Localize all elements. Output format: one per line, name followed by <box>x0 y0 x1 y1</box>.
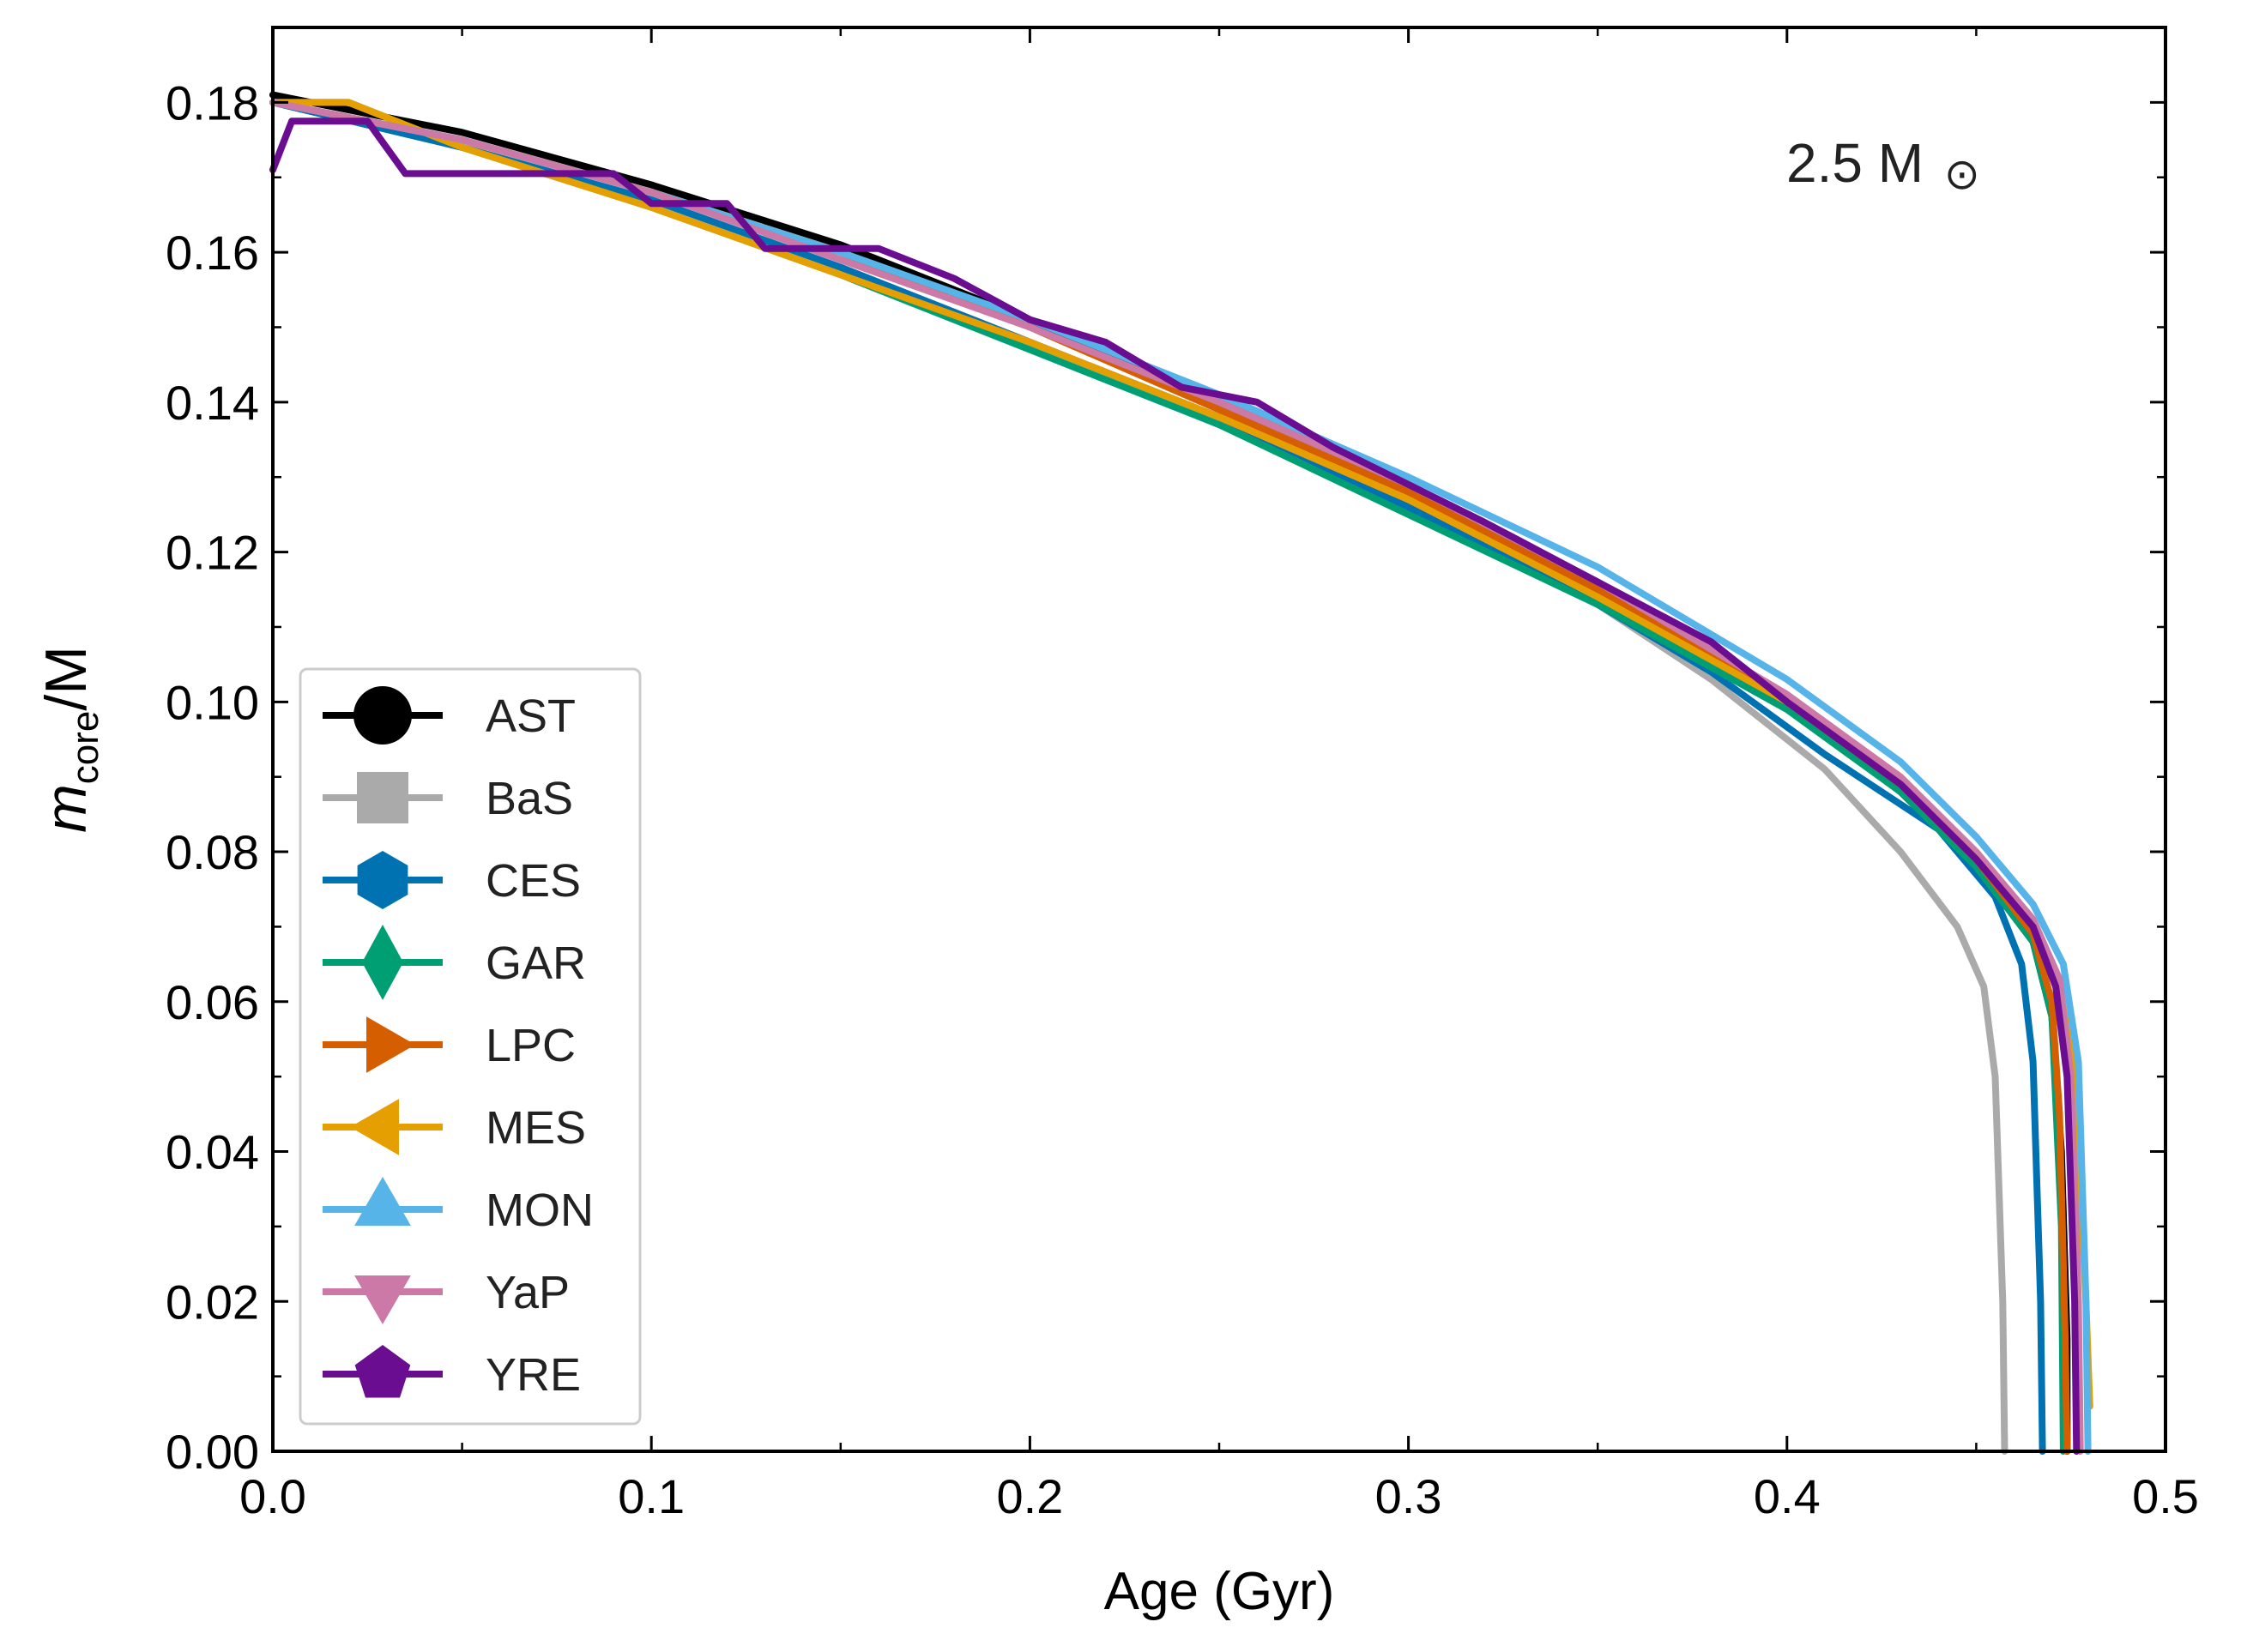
y-axis-title: mcore/M <box>33 646 106 833</box>
y-tick-label: 0.00 <box>166 1425 259 1479</box>
mass-annotation-text: 2.5 M <box>1786 132 1924 194</box>
legend-marker-circle-icon <box>353 686 412 745</box>
y-tick-label: 0.12 <box>166 526 259 580</box>
legend: AST BaS CES GAR LPC MES MON YaP YRE <box>299 667 642 1426</box>
y-tick-label: 0.02 <box>166 1275 259 1329</box>
x-tick-label: 0.2 <box>996 1469 1063 1523</box>
x-tick-label: 0.5 <box>2132 1469 2199 1523</box>
legend-item-bas: BaS <box>323 772 573 824</box>
x-tick-label: 0.1 <box>618 1469 685 1523</box>
legend-item-yap: YaP <box>323 1267 570 1324</box>
series-line-yre <box>269 118 2081 1455</box>
legend-marker-triangle-up-icon <box>354 1177 411 1226</box>
legend-marker-triangle-down-icon <box>354 1275 411 1324</box>
legend-label: YaP <box>486 1267 570 1318</box>
legend-label: YRE <box>486 1349 581 1401</box>
y-tick-label: 0.18 <box>166 75 259 130</box>
legend-item-gar: GAR <box>323 925 586 1000</box>
legend-marker-triangle-right-icon <box>366 1016 415 1073</box>
y-tick-label: 0.14 <box>166 376 259 430</box>
x-tick-label: 0.4 <box>1754 1469 1821 1523</box>
legend-label: MON <box>486 1185 594 1236</box>
legend-items: AST BaS CES GAR LPC MES MON YaP YRE <box>323 686 594 1401</box>
legend-marker-square-icon <box>357 772 408 823</box>
legend-item-ces: CES <box>323 851 581 909</box>
y-tick-label: 0.04 <box>166 1125 259 1179</box>
x-tick-label: 0.0 <box>239 1469 306 1523</box>
legend-item-yre: YRE <box>323 1345 581 1401</box>
series-layer <box>269 91 2093 1455</box>
y-tick-label: 0.16 <box>166 226 259 280</box>
x-tick-label: 0.3 <box>1375 1469 1442 1523</box>
legend-item-lpc: LPC <box>323 1016 576 1073</box>
legend-item-mes: MES <box>323 1099 586 1155</box>
legend-marker-triangle-left-icon <box>350 1099 399 1155</box>
legend-label: LPC <box>486 1020 576 1071</box>
y-axis-title-subscript: core <box>64 711 106 785</box>
y-axis-title-suffix: /M <box>33 646 99 711</box>
legend-label: GAR <box>486 938 586 989</box>
y-tick-label: 0.08 <box>166 825 259 879</box>
y-tick-label: 0.10 <box>166 675 259 729</box>
y-tick-label: 0.06 <box>166 975 259 1029</box>
legend-item-ast: AST <box>323 686 576 745</box>
legend-label: CES <box>486 855 581 907</box>
legend-item-mon: MON <box>323 1177 594 1236</box>
ticks-layer: 0.0 0.1 0.2 0.3 0.4 0.5 0.00 0.02 0.04 0.06 0.08 0.… <box>166 26 2199 1523</box>
legend-marker-diamond-icon <box>362 925 403 1000</box>
legend-label: MES <box>486 1102 586 1154</box>
legend-label: BaS <box>486 773 573 824</box>
legend-label: AST <box>486 690 576 742</box>
legend-marker-hexagon-icon <box>357 851 408 909</box>
legend-marker-pentagon-icon <box>354 1345 411 1398</box>
sun-symbol: ⊙ <box>1944 150 1980 198</box>
x-axis-title: Age (Gyr) <box>1104 1562 1335 1621</box>
y-axis-title-main: m <box>33 784 99 833</box>
mass-annotation: 2.5 M ⊙ <box>1786 132 1980 198</box>
